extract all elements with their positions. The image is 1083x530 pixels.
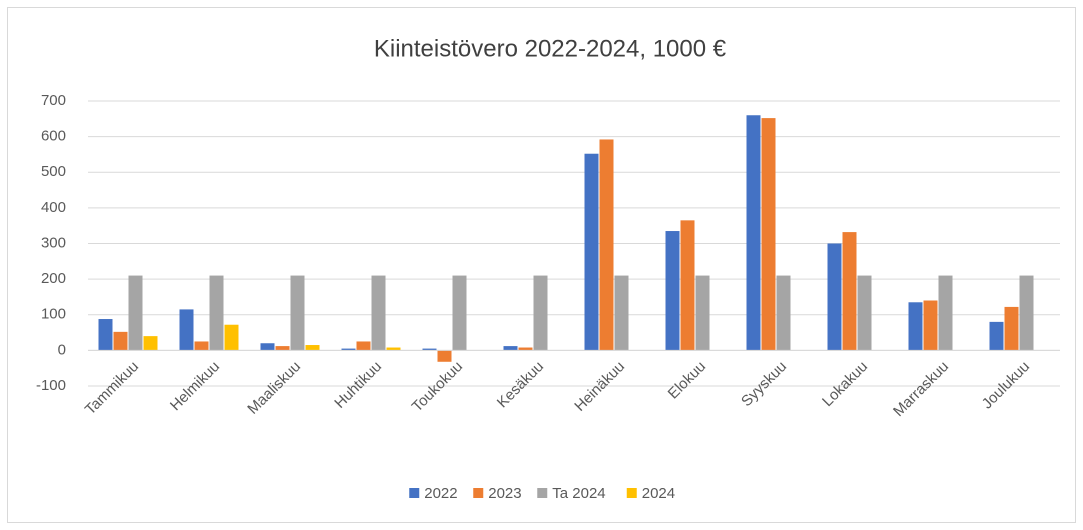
bar xyxy=(1004,306,1019,351)
y-tick-label: 600 xyxy=(41,128,66,145)
bar xyxy=(761,118,776,351)
bar xyxy=(179,309,194,351)
bar xyxy=(209,275,224,351)
bar xyxy=(422,348,437,351)
bar xyxy=(842,232,857,351)
bar xyxy=(305,345,320,351)
bar xyxy=(275,346,290,351)
bar xyxy=(128,275,143,351)
legend-label: 2024 xyxy=(642,485,675,502)
bar xyxy=(857,275,872,351)
legend-swatch xyxy=(409,488,420,498)
bar xyxy=(290,275,305,351)
bar xyxy=(341,348,356,351)
legend-label: 2023 xyxy=(488,485,521,502)
bar xyxy=(599,139,614,351)
bar xyxy=(503,346,518,351)
bar xyxy=(386,347,401,351)
bar xyxy=(98,319,113,351)
bar xyxy=(665,231,680,351)
bar xyxy=(614,275,629,351)
bar xyxy=(224,324,239,351)
chart-border xyxy=(7,7,1076,523)
legend-label: Ta 2024 xyxy=(552,485,605,502)
bar xyxy=(827,243,842,351)
bar xyxy=(260,343,275,351)
bar xyxy=(989,321,1004,351)
bar xyxy=(533,275,548,351)
bar xyxy=(452,275,467,351)
y-tick-label: 0 xyxy=(58,341,66,358)
bar xyxy=(680,220,695,351)
y-tick-label: 700 xyxy=(41,92,66,109)
legend-swatch xyxy=(537,488,548,498)
legend-swatch xyxy=(473,488,484,498)
legend-swatch xyxy=(626,488,637,498)
y-tick-label: 200 xyxy=(41,270,66,287)
bar xyxy=(695,275,710,351)
bar xyxy=(923,300,938,351)
bar xyxy=(437,350,452,362)
bar xyxy=(938,275,953,351)
bar xyxy=(1019,275,1034,351)
y-tick-label: 300 xyxy=(41,234,66,251)
bar xyxy=(356,341,371,351)
bar xyxy=(371,275,386,351)
bar xyxy=(113,331,128,351)
y-tick-label: 500 xyxy=(41,163,66,180)
bar xyxy=(584,153,599,351)
y-tick-label: 400 xyxy=(41,199,66,216)
y-tick-label: 100 xyxy=(41,306,66,323)
y-tick-label: -100 xyxy=(36,377,66,394)
bar xyxy=(194,341,209,351)
bar xyxy=(776,275,791,351)
chart-title: Kiinteistövero 2022-2024, 1000 € xyxy=(374,35,727,62)
bar xyxy=(518,347,533,351)
bar xyxy=(143,336,158,351)
bar xyxy=(908,302,923,351)
legend-label: 2022 xyxy=(424,485,457,502)
bar xyxy=(746,115,761,351)
